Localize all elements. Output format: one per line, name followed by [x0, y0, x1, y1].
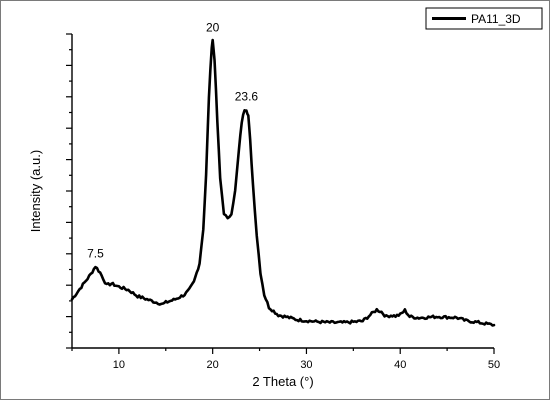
x-axis-label: 2 Theta (°) — [252, 374, 313, 389]
x-tick-label: 20 — [207, 359, 219, 371]
x-tick-label: 50 — [488, 359, 500, 371]
peak-label: 7.5 — [87, 246, 104, 260]
x-tick-label: 10 — [113, 359, 125, 371]
legend-entry-pa11-3d: PA11_3D — [471, 12, 521, 26]
legend: PA11_3D — [425, 7, 543, 30]
peak-label: 20 — [206, 20, 220, 34]
y-axis-label: Intensity (a.u.) — [28, 150, 43, 232]
y-ticks — [66, 33, 72, 349]
peak-label: 23.6 — [235, 89, 259, 103]
x-tick-label: 30 — [300, 359, 312, 371]
series-line-pa11-3d — [70, 38, 496, 327]
x-tick-label: 40 — [394, 359, 406, 371]
axes — [71, 34, 494, 349]
x-ticks: 10 20 30 40 50 — [71, 348, 500, 371]
legend-box — [425, 7, 543, 30]
peak-annotations: 7.5 20 23.6 — [87, 20, 258, 260]
